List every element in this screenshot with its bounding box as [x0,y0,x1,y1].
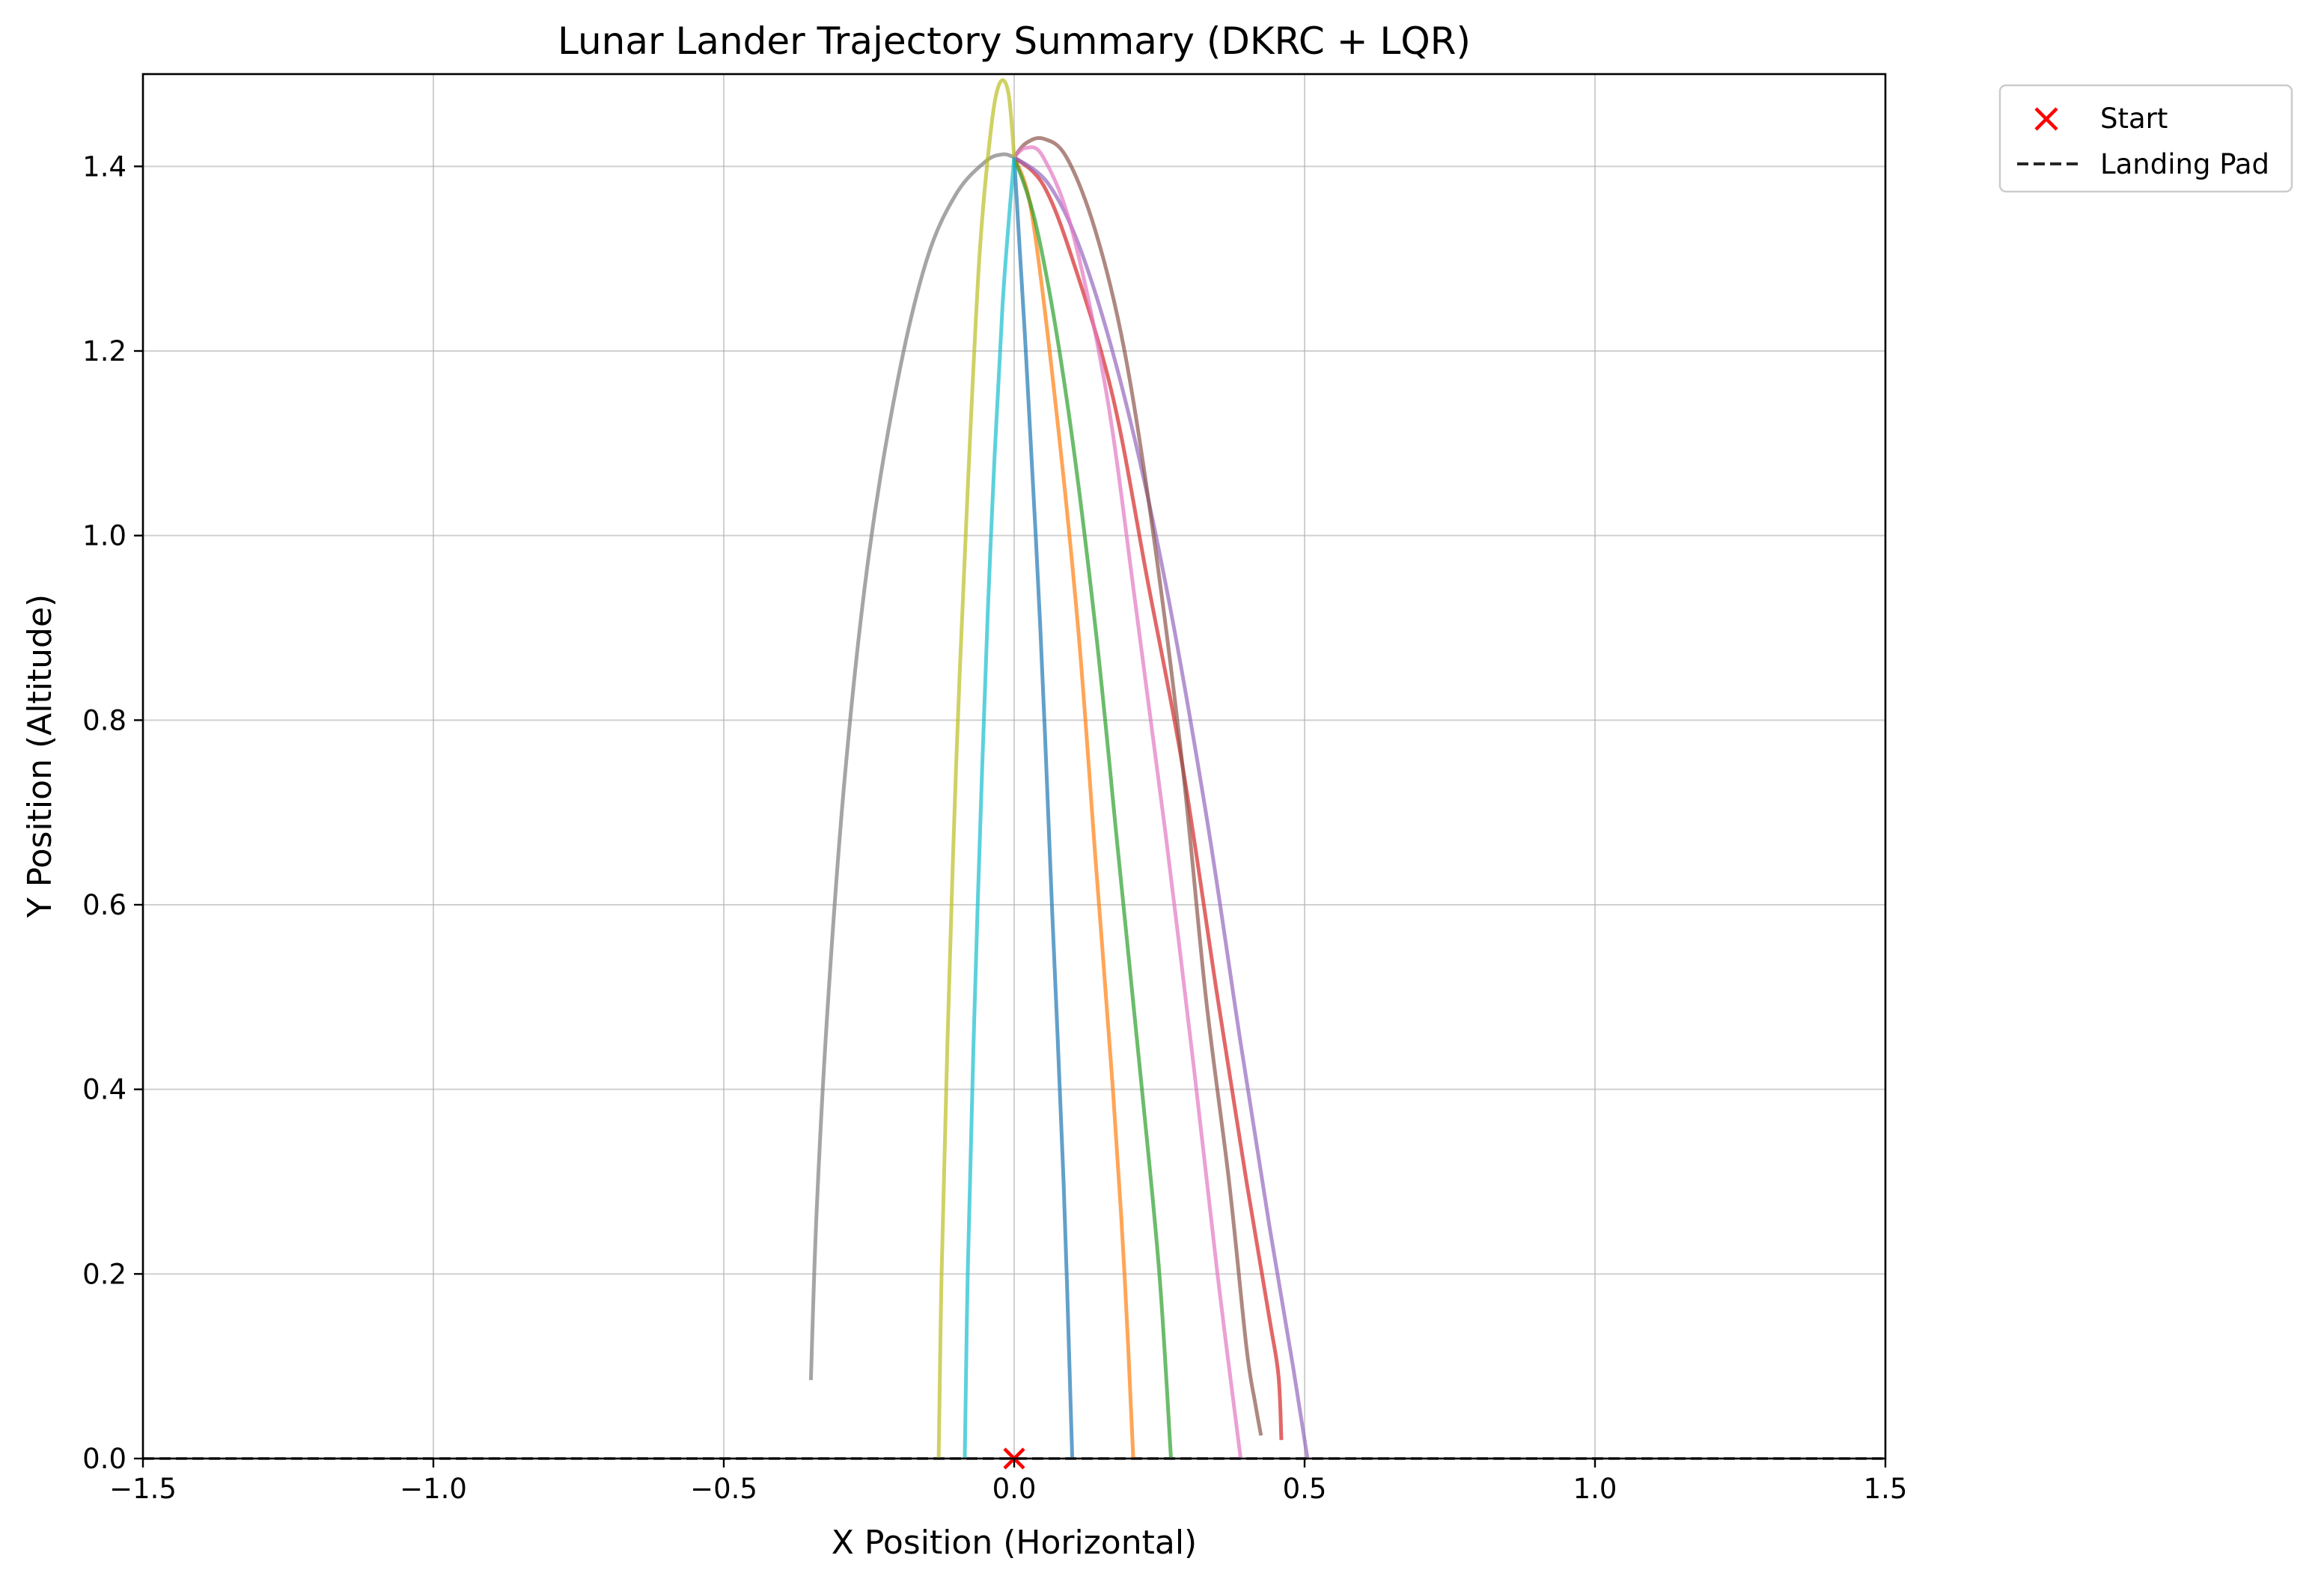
y-tick-label: 0.4 [82,1074,126,1106]
legend-label-start: Start [2100,103,2168,135]
y-tick-label: 0.6 [82,889,126,921]
x-tick-label: −0.5 [690,1473,757,1505]
trajectory-line-10 [963,156,1016,1459]
x-tick-label: 1.5 [1864,1473,1908,1505]
trajectory-line-9 [936,78,1016,1459]
trajectory-line-8 [808,152,1015,1381]
x-axis-label: X Position (Horizontal) [832,1524,1197,1562]
trajectory-line-3 [1012,156,1173,1459]
legend-label-landing-pad: Landing Pad [2100,148,2269,180]
y-tick-label: 1.4 [82,150,126,183]
y-tick-label: 1.0 [82,520,126,552]
legend-start-marker-icon [2034,107,2058,131]
trajectory-line-6 [1013,135,1263,1436]
legend: Start Landing Pad [1998,84,2293,193]
y-tick-label: 0.2 [82,1258,126,1290]
x-tick-label: 0.0 [992,1473,1037,1505]
x-tick-label: 0.5 [1283,1473,1327,1505]
chart-title: Lunar Lander Trajectory Summary (DKRC + … [558,19,1471,63]
x-tick-label: −1.0 [400,1473,467,1505]
grid [142,74,1886,1459]
x-tick-label: 1.0 [1573,1473,1617,1505]
x-tick-label: −1.5 [109,1473,177,1505]
trajectory-line-7 [1013,145,1243,1459]
trajectory-line-5 [1013,155,1310,1459]
y-tick-label: 1.2 [82,335,126,367]
ticks: −1.5 −1.0 −0.5 0.0 0.5 1.0 1.5 0.0 0.2 0.4 0.6 0.8 1… [82,150,1907,1505]
trajectory-line-1 [1012,156,1075,1459]
y-tick-label: 0.0 [82,1443,126,1475]
y-axis-label: Y Position (Altitude) [21,594,59,918]
y-tick-label: 0.8 [82,704,126,736]
trajectory-line-2 [1012,156,1135,1459]
trajectories [808,78,1310,1459]
